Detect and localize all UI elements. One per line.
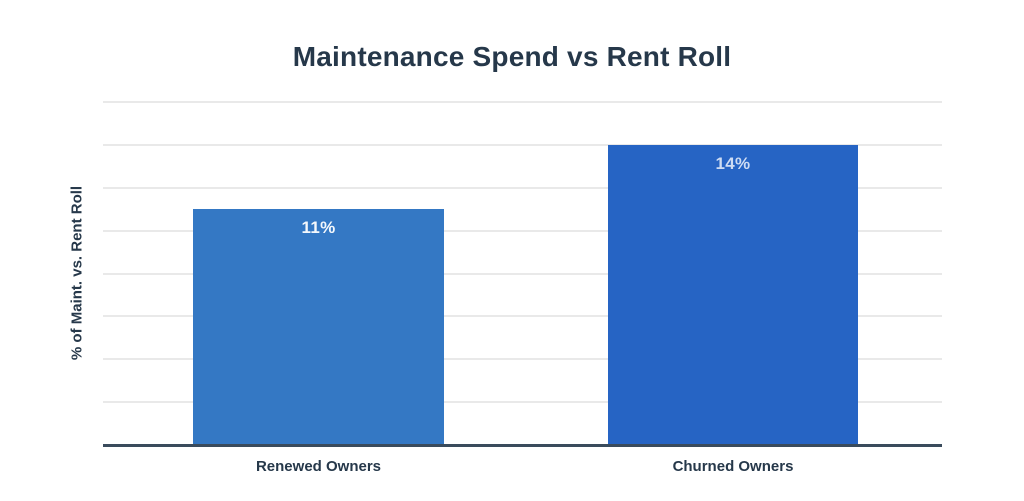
bar-renewed-owners: 11% bbox=[193, 209, 444, 445]
bar-value-label: 14% bbox=[715, 153, 751, 173]
bar-churned-owners: 14% bbox=[608, 144, 858, 445]
x-category-label-churned-owners: Churned Owners bbox=[672, 458, 794, 475]
x-axis-line bbox=[103, 444, 942, 447]
chart-title: Maintenance Spend vs Rent Roll bbox=[292, 41, 732, 72]
bar-value-label: 11% bbox=[301, 218, 336, 238]
gridline bbox=[103, 229, 942, 232]
gridline bbox=[103, 315, 942, 318]
gridline bbox=[103, 358, 942, 361]
y-axis-label: % of Maint. vs. Rent Roll bbox=[68, 185, 86, 361]
gridline bbox=[103, 186, 942, 189]
x-category-label-renewed-owners: Renewed Owners bbox=[255, 458, 382, 475]
gridline bbox=[103, 272, 942, 275]
gridline bbox=[103, 401, 942, 404]
gridline bbox=[103, 101, 942, 103]
plot-area: 11% 14% Renewed Owners Churned Owners bbox=[103, 101, 942, 475]
gridline bbox=[103, 143, 942, 146]
